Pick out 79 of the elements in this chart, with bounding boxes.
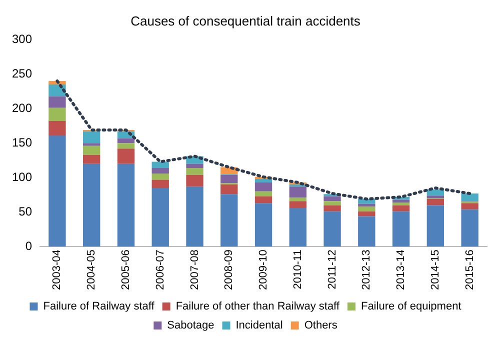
bar [220, 184, 238, 194]
x-tick-label: 2004-05 [86, 250, 98, 290]
bar [426, 199, 444, 206]
bar [254, 179, 272, 182]
bar [152, 188, 169, 247]
x-tick-label: 2010-11 [292, 250, 304, 290]
legend-label: Others [304, 320, 338, 332]
bar [83, 143, 100, 146]
bar [289, 201, 306, 208]
bar [186, 174, 204, 187]
x-tick-label: 2003-04 [51, 250, 64, 290]
bar [289, 198, 306, 202]
x-tick-label: 2011-12 [326, 250, 338, 290]
bar [461, 203, 478, 210]
bar [186, 186, 204, 247]
bar [324, 196, 341, 202]
bar [152, 180, 169, 188]
bar [254, 182, 272, 192]
bar [117, 143, 135, 149]
bar [358, 204, 376, 207]
bar [186, 164, 204, 168]
bar [358, 211, 376, 216]
x-tick-label: 2015-16 [464, 250, 476, 290]
y-tick-label: 50 [18, 204, 32, 218]
y-tick-label: 250 [12, 66, 32, 80]
bar [152, 173, 169, 180]
bar [152, 168, 169, 174]
bar [426, 205, 444, 247]
legend-label: Incidental [236, 320, 283, 332]
bar [289, 208, 306, 247]
x-tick-label: 2013-14 [395, 250, 408, 290]
bar [83, 154, 100, 164]
legend-label: Failure of equipment [360, 300, 462, 313]
legend-label: Failure of Railway staff [43, 300, 156, 313]
y-tick-label: 300 [12, 32, 32, 46]
bar [83, 131, 100, 144]
bar [48, 108, 66, 122]
x-tick-label: 2005-06 [120, 250, 132, 290]
bar [324, 205, 341, 212]
bar [254, 203, 272, 247]
bar [83, 164, 100, 247]
x-tick-label: 2007-08 [188, 250, 201, 290]
bar [83, 146, 100, 155]
legend-label: Sabotage [167, 320, 214, 332]
bar [117, 138, 135, 144]
chart-title: Causes of consequential train accidents [130, 13, 361, 28]
bar [220, 174, 238, 184]
x-tick-label: 2008-09 [223, 250, 236, 290]
bar [324, 201, 341, 206]
bar [426, 196, 444, 198]
bar [392, 205, 410, 212]
bar [117, 148, 135, 164]
x-tick-label: 2012-13 [360, 250, 373, 290]
x-tick-label: 2014-15 [429, 250, 442, 290]
y-tick-label: 0 [25, 238, 32, 253]
bar [152, 162, 169, 168]
bar [254, 196, 272, 204]
y-tick-label: 100 [12, 170, 32, 184]
bar [392, 200, 410, 202]
bar [48, 96, 66, 108]
line-series [56, 80, 472, 201]
bar [220, 194, 238, 247]
bar [186, 168, 204, 175]
bar [358, 216, 376, 247]
y-tick-label: 200 [12, 100, 32, 115]
bar [117, 164, 135, 247]
bar [461, 209, 478, 247]
legend-label: Failure of other than Railway staff [176, 300, 340, 313]
x-tick-label: 2006-07 [154, 250, 166, 290]
bar [48, 121, 66, 136]
bar [358, 206, 376, 212]
y-tick-label: 150 [12, 135, 32, 150]
bar [324, 211, 341, 247]
bar [392, 211, 410, 247]
bar [461, 193, 478, 202]
bar [289, 186, 306, 198]
bar [48, 136, 66, 247]
bar [254, 191, 272, 196]
x-tick-label: 2009-10 [258, 250, 270, 290]
